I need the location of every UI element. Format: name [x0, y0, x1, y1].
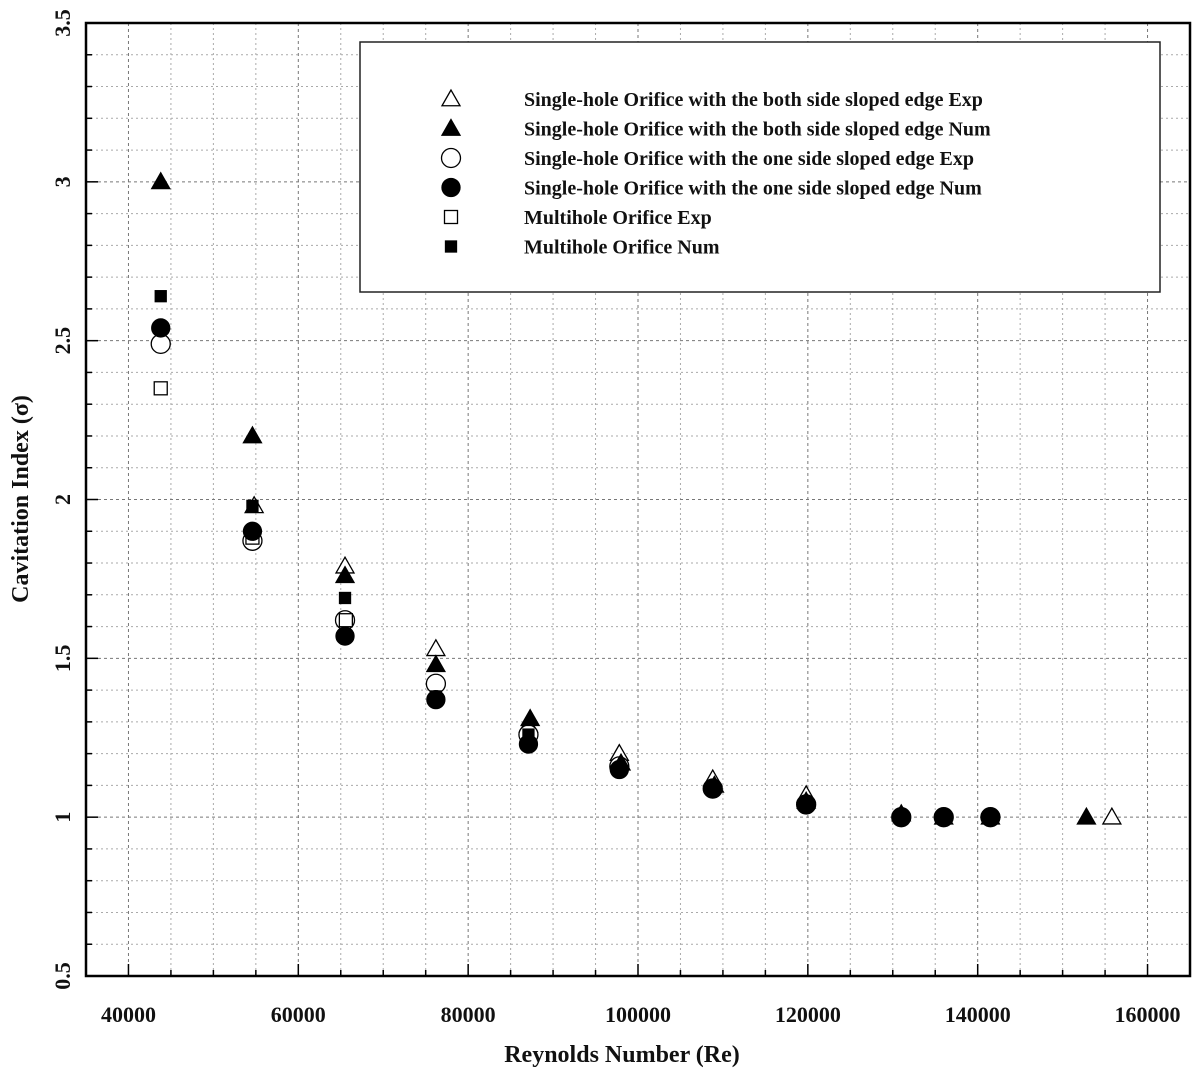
series-5	[154, 290, 535, 741]
y-tick-label: 1.5	[50, 645, 75, 673]
y-tick-label: 2	[50, 494, 75, 505]
data-point	[1076, 806, 1097, 825]
data-point	[609, 759, 629, 780]
x-tick-label: 80000	[441, 1002, 496, 1027]
data-point	[242, 521, 263, 541]
legend: Single-hole Orifice with the both side s…	[359, 41, 1161, 293]
data-point	[246, 499, 259, 513]
x-tick-label: 160000	[1115, 1002, 1181, 1027]
data-point	[425, 638, 447, 657]
legend-box	[359, 41, 1161, 293]
data-point	[153, 381, 168, 396]
data-point	[150, 171, 171, 190]
x-tick-label: 100000	[605, 1002, 671, 1027]
series-2	[150, 333, 1001, 828]
x-tick-label: 40000	[101, 1002, 156, 1027]
legend-marker	[444, 240, 458, 253]
legend-label: Single-hole Orifice with the both side s…	[524, 119, 991, 141]
legend-marker	[440, 88, 462, 107]
data-point	[891, 807, 911, 827]
series-3	[151, 318, 1001, 827]
x-tick-label: 120000	[775, 1002, 841, 1027]
data-point	[154, 290, 167, 303]
data-point	[980, 807, 1001, 827]
legend-marker	[440, 147, 462, 169]
x-axis-title: Reynolds Number (Re)	[504, 1042, 740, 1068]
data-point	[334, 565, 356, 584]
x-tick-label: 60000	[271, 1002, 326, 1027]
legend-marker	[441, 177, 461, 198]
data-point	[335, 626, 355, 646]
y-tick-label: 3	[50, 176, 75, 187]
data-point	[934, 807, 954, 827]
data-point	[522, 728, 535, 741]
legend-marker	[443, 209, 459, 225]
legend-marker	[440, 118, 462, 136]
tick-labels: 40000 60000 80000 100000 120000 140000 160000 0…	[50, 9, 1181, 1027]
legend-label: Multihole Orifice Num	[524, 237, 720, 259]
y-tick-label: 1	[50, 812, 75, 823]
legend-label: Multihole Orifice Exp	[524, 207, 712, 229]
x-tick-label: 140000	[945, 1002, 1011, 1027]
data-point	[425, 654, 447, 673]
data-points	[150, 171, 1122, 828]
y-tick-label: 2.5	[50, 327, 75, 355]
series-0	[244, 495, 1122, 825]
y-tick-label: 0.5	[50, 962, 75, 990]
data-point	[338, 591, 352, 605]
axis-ticks	[85, 22, 1191, 977]
data-point	[242, 425, 263, 444]
data-point	[429, 690, 443, 703]
data-point	[338, 613, 354, 628]
data-point	[520, 708, 541, 727]
y-axis-title: Cavitation Index (σ)	[8, 395, 34, 603]
y-tick-label: 3.5	[50, 9, 75, 37]
data-point	[796, 794, 816, 815]
data-point	[1101, 806, 1122, 825]
legend-label: Single-hole Orifice with the both side s…	[524, 89, 983, 111]
data-point	[703, 778, 723, 799]
legend-label: Single-hole Orifice with the one side sl…	[524, 148, 974, 170]
legend-label: Single-hole Orifice with the one side sl…	[524, 178, 982, 200]
data-point	[151, 318, 171, 338]
